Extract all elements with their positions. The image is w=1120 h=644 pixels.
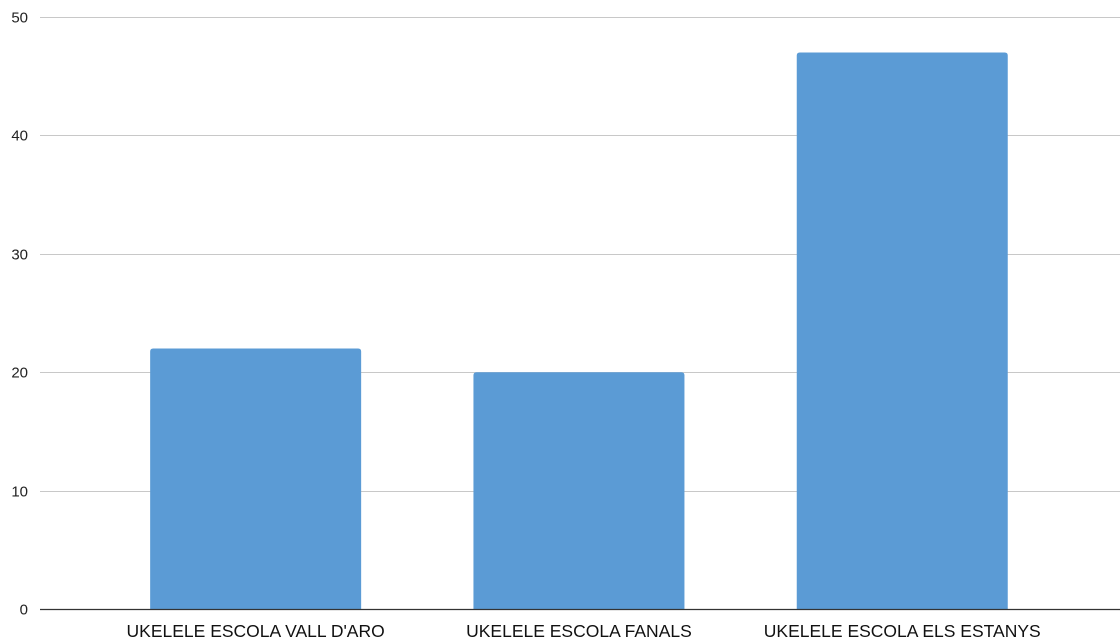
y-tick-label: 40	[11, 128, 28, 145]
y-tick-label: 0	[20, 602, 28, 619]
bar	[150, 348, 362, 609]
y-tick-label: 10	[11, 484, 28, 501]
x-axis-category-labels: UKELELE ESCOLA VALL D'ARO UKELELE ESCOLA …	[127, 621, 1041, 641]
bar	[473, 372, 685, 609]
y-axis-tick-labels: 0 10 20 30 40 50	[11, 10, 28, 619]
y-tick-label: 20	[11, 365, 28, 382]
x-category-label: UKELELE ESCOLA ELS ESTANYS	[764, 621, 1041, 641]
bar	[796, 52, 1008, 609]
bars	[150, 52, 1008, 609]
y-tick-label: 50	[11, 10, 28, 27]
x-category-label: UKELELE ESCOLA FANALS	[466, 621, 692, 641]
y-tick-label: 30	[11, 247, 28, 264]
x-category-label: UKELELE ESCOLA VALL D'ARO	[127, 621, 385, 641]
